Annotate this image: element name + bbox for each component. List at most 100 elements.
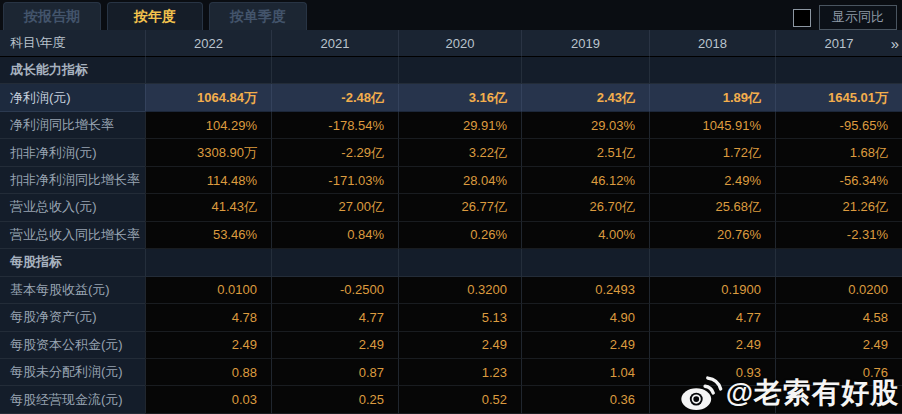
table-header-row: 科目\年度 202220212020201920182017» xyxy=(0,30,902,57)
value-cell: 1645.01万 xyxy=(775,84,902,111)
table-row: 每股资本公积金(元)2.492.492.492.492.492.49 xyxy=(0,332,902,359)
value-cell: 20.76% xyxy=(649,222,775,249)
value-cell: 2.49 xyxy=(649,332,775,359)
more-years-icon[interactable]: » xyxy=(891,35,897,52)
year-column-header: 2022 xyxy=(145,30,271,57)
value-cell: 41.43亿 xyxy=(145,194,271,221)
value-cell: 0.52 xyxy=(398,386,521,413)
tab-by-quarter[interactable]: 按单季度 xyxy=(209,2,307,30)
row-label: 营业总收入同比增长率 xyxy=(0,222,145,249)
value-cell: 29.91% xyxy=(398,112,521,139)
value-cell: 0.26% xyxy=(398,222,521,249)
year-column-header: 2019 xyxy=(521,30,649,57)
value-cell: 4.77 xyxy=(649,304,775,331)
row-label: 净利润同比增长率 xyxy=(0,112,145,139)
row-label: 每股经营现金流(元) xyxy=(0,386,145,413)
financial-metrics-panel: 按报告期按年度按单季度 显示同比 科目\年度 20222021202020192… xyxy=(0,0,902,414)
value-cell: -178.54% xyxy=(271,112,398,139)
tab-bar: 按报告期按年度按单季度 显示同比 xyxy=(0,0,902,30)
year-column-header: 2018 xyxy=(649,30,775,57)
value-cell: 0.03 xyxy=(145,386,271,413)
value-cell: 0.2493 xyxy=(521,277,649,304)
value-cell: 26.77亿 xyxy=(398,194,521,221)
value-cell: 2.49 xyxy=(145,332,271,359)
table-row: 净利润同比增长率104.29%-178.54%29.91%29.03%1045.… xyxy=(0,112,902,139)
value-cell: 0.84% xyxy=(271,222,398,249)
tab-by-year[interactable]: 按年度 xyxy=(107,2,203,30)
value-cell xyxy=(521,57,649,84)
value-cell: -171.03% xyxy=(271,167,398,194)
value-cell: 104.29% xyxy=(145,112,271,139)
year-column-header: 2017» xyxy=(775,30,902,57)
value-cell: 0.25 xyxy=(271,386,398,413)
value-cell xyxy=(775,386,902,413)
value-cell: 4.78 xyxy=(145,304,271,331)
table-row: 每股净资产(元)4.784.775.134.904.774.58 xyxy=(0,304,902,331)
year-column-header: 2020 xyxy=(398,30,521,57)
year-column-header: 2021 xyxy=(271,30,398,57)
value-cell: -0.2500 xyxy=(271,277,398,304)
value-cell xyxy=(145,57,271,84)
section-row: 每股指标 xyxy=(0,249,902,276)
value-cell xyxy=(145,249,271,276)
value-cell: 4.00% xyxy=(521,222,649,249)
value-cell: 3308.90万 xyxy=(145,139,271,166)
value-cell xyxy=(398,249,521,276)
value-cell xyxy=(398,57,521,84)
value-cell: 27.00亿 xyxy=(271,194,398,221)
value-cell: -2.29亿 xyxy=(271,139,398,166)
row-label: 成长能力指标 xyxy=(0,57,145,84)
value-cell: 1.68亿 xyxy=(775,139,902,166)
value-cell xyxy=(521,249,649,276)
show-yoy-checkbox[interactable] xyxy=(793,9,811,27)
tab-by-report-period[interactable]: 按报告期 xyxy=(3,2,101,30)
value-cell: 53.46% xyxy=(145,222,271,249)
value-cell: 2.49% xyxy=(649,167,775,194)
value-cell: 1.72亿 xyxy=(649,139,775,166)
section-row: 成长能力指标 xyxy=(0,57,902,84)
value-cell: 0.0200 xyxy=(775,277,902,304)
value-cell: 2.49 xyxy=(775,332,902,359)
value-cell: 4.58 xyxy=(775,304,902,331)
value-cell: 1045.91% xyxy=(649,112,775,139)
value-cell: 3.16亿 xyxy=(398,84,521,111)
show-yoy-button[interactable]: 显示同比 xyxy=(819,5,897,30)
value-cell: 2.49 xyxy=(398,332,521,359)
value-cell: 0.0100 xyxy=(145,277,271,304)
value-cell: -95.65% xyxy=(775,112,902,139)
value-cell: 0.76 xyxy=(775,359,902,386)
value-cell xyxy=(649,57,775,84)
table-row: 净利润(元)1064.84万-2.48亿3.16亿2.43亿1.89亿1645.… xyxy=(0,84,902,111)
value-cell: 28.04% xyxy=(398,167,521,194)
table-row: 扣非净利润(元)3308.90万-2.29亿3.22亿2.51亿1.72亿1.6… xyxy=(0,139,902,166)
value-cell: 3.22亿 xyxy=(398,139,521,166)
value-cell: 0.3200 xyxy=(398,277,521,304)
value-cell: 2.49 xyxy=(521,332,649,359)
value-cell: 1.04 xyxy=(521,359,649,386)
value-cell: 26.70亿 xyxy=(521,194,649,221)
value-cell: 29.03% xyxy=(521,112,649,139)
value-cell xyxy=(649,386,775,413)
value-cell: 1.89亿 xyxy=(649,84,775,111)
row-label: 基本每股收益(元) xyxy=(0,277,145,304)
table-row: 营业总收入同比增长率53.46%0.84%0.26%4.00%20.76%-2.… xyxy=(0,222,902,249)
table-row: 扣非净利润同比增长率114.48%-171.03%28.04%46.12%2.4… xyxy=(0,167,902,194)
yoy-controls: 显示同比 xyxy=(793,5,902,30)
value-cell: 2.43亿 xyxy=(521,84,649,111)
table-row: 每股未分配利润(元)0.880.871.231.040.930.76 xyxy=(0,359,902,386)
value-cell: 0.36 xyxy=(521,386,649,413)
value-cell xyxy=(271,249,398,276)
value-cell: 2.51亿 xyxy=(521,139,649,166)
value-cell xyxy=(271,57,398,84)
value-cell: 1.23 xyxy=(398,359,521,386)
value-cell xyxy=(649,249,775,276)
row-label: 营业总收入(元) xyxy=(0,194,145,221)
value-cell: 0.1900 xyxy=(649,277,775,304)
row-label: 扣非净利润(元) xyxy=(0,139,145,166)
corner-label: 科目\年度 xyxy=(0,30,145,57)
table-row: 营业总收入(元)41.43亿27.00亿26.77亿26.70亿25.68亿21… xyxy=(0,194,902,221)
value-cell: 46.12% xyxy=(521,167,649,194)
value-cell xyxy=(775,249,902,276)
value-cell: -56.34% xyxy=(775,167,902,194)
table-row: 基本每股收益(元)0.0100-0.25000.32000.24930.1900… xyxy=(0,277,902,304)
